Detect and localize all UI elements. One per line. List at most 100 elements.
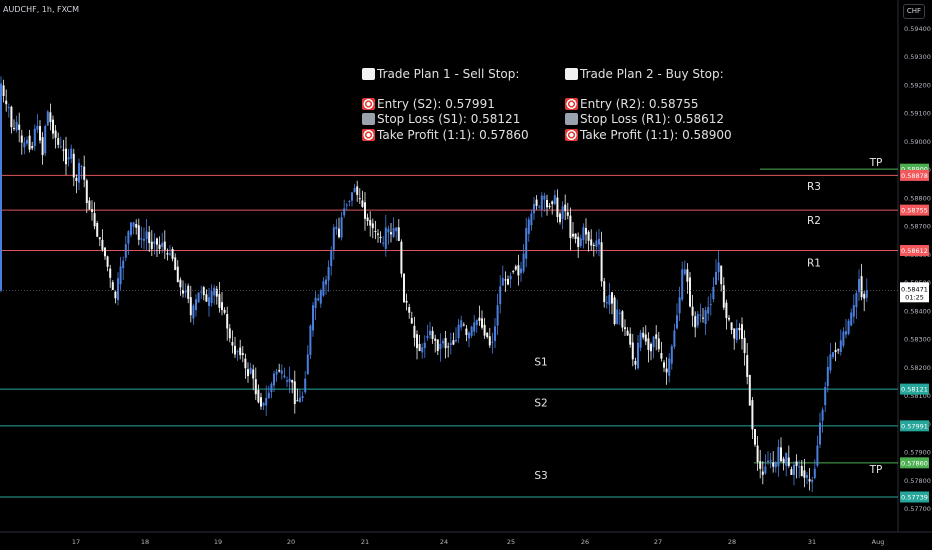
candle-body	[767, 460, 769, 462]
candle-body	[148, 232, 151, 244]
candle-body	[228, 328, 231, 339]
candle-body	[847, 320, 850, 334]
candle-body	[195, 299, 197, 311]
target-icon	[362, 97, 375, 110]
target-icon	[362, 128, 375, 141]
candle-body	[538, 206, 541, 208]
candle-body	[65, 148, 67, 165]
candle-body	[522, 253, 525, 272]
price-badge	[900, 244, 929, 256]
candle-body	[304, 378, 307, 393]
candle-body	[169, 253, 171, 255]
candle-body	[210, 291, 213, 304]
candle-body	[187, 285, 190, 299]
shield-icon	[565, 113, 578, 125]
candle-body	[735, 328, 738, 341]
candle-body	[70, 148, 73, 159]
candle-body	[364, 202, 366, 219]
price-badge	[900, 204, 929, 216]
candle-body	[657, 338, 660, 350]
candle-body	[587, 231, 590, 241]
candle-body	[629, 333, 632, 345]
candle-body	[481, 318, 483, 328]
candle-body	[158, 244, 161, 249]
candle-body	[127, 231, 130, 244]
candle-body	[452, 340, 455, 345]
candle-body	[0, 83, 2, 291]
candle-body	[457, 324, 460, 339]
candle-body	[200, 291, 203, 293]
y-tick-label: 0.58200	[904, 364, 931, 372]
candle-body	[600, 242, 603, 282]
candle-body	[15, 121, 18, 131]
candle-body	[392, 228, 395, 237]
currency-button[interactable]: CHF	[903, 4, 925, 19]
candle-body	[330, 250, 333, 267]
candle-body	[252, 369, 255, 379]
symbol-label[interactable]: AUDCHF, 1h, FXCM	[3, 5, 80, 14]
candle-body	[496, 305, 499, 326]
candle-body	[512, 271, 515, 273]
candle-body	[642, 332, 645, 338]
candle-body	[564, 204, 567, 212]
candle-body	[351, 192, 353, 201]
candle-body	[829, 354, 832, 371]
candle-body	[546, 199, 548, 208]
candle-body	[860, 276, 863, 298]
candle-body	[215, 288, 218, 297]
plan-2-stop: Stop Loss (R1): 0.58612	[580, 112, 725, 126]
candle-body	[616, 309, 619, 325]
candle-body	[605, 302, 608, 304]
candle-body	[98, 237, 101, 240]
candle-body	[262, 402, 265, 406]
candle-body	[239, 347, 242, 356]
candle-body	[205, 294, 208, 302]
candle-body	[208, 297, 210, 306]
candle-body	[543, 195, 546, 200]
candle-body	[504, 279, 507, 281]
candle-body	[603, 281, 606, 303]
candle-body	[449, 343, 452, 346]
candle-body	[176, 266, 179, 283]
candle-body	[465, 328, 468, 336]
candle-body	[533, 204, 535, 214]
candle-body	[244, 358, 247, 369]
candle-body	[668, 358, 671, 376]
candle-body	[28, 135, 31, 150]
candle-body	[80, 165, 83, 167]
candle-body	[85, 180, 88, 203]
y-tick-label: 0.59100	[904, 110, 931, 118]
x-tick-label: 31	[808, 538, 816, 546]
candle-body	[764, 466, 767, 474]
candle-body	[728, 317, 730, 320]
candle-body	[96, 222, 99, 237]
candle-body	[699, 314, 702, 316]
candle-body	[447, 346, 450, 348]
candle-body	[33, 128, 36, 147]
candle-body	[369, 220, 372, 226]
current-price-badge	[900, 282, 929, 303]
candle-body	[460, 320, 463, 328]
candle-body	[223, 309, 226, 313]
x-tick-label: 18	[141, 538, 149, 546]
candle-body	[5, 100, 8, 105]
candle-body	[192, 305, 195, 319]
candle-body	[314, 297, 317, 309]
candle-body	[824, 386, 827, 406]
candle-body	[673, 330, 676, 347]
candle-body	[379, 236, 382, 239]
level-label: R2	[807, 215, 821, 227]
candle-body	[416, 334, 418, 349]
y-tick-label: 0.59000	[904, 138, 931, 146]
candle-body	[660, 353, 663, 359]
candle-body	[377, 233, 379, 235]
candle-body	[301, 396, 304, 398]
candle-body	[143, 238, 145, 241]
price-badge	[900, 383, 929, 395]
level-label: TP	[869, 464, 883, 476]
x-tick-label: 20	[287, 538, 295, 546]
candle-body	[556, 197, 559, 218]
candle-body	[371, 223, 374, 229]
candle-body	[382, 242, 385, 244]
